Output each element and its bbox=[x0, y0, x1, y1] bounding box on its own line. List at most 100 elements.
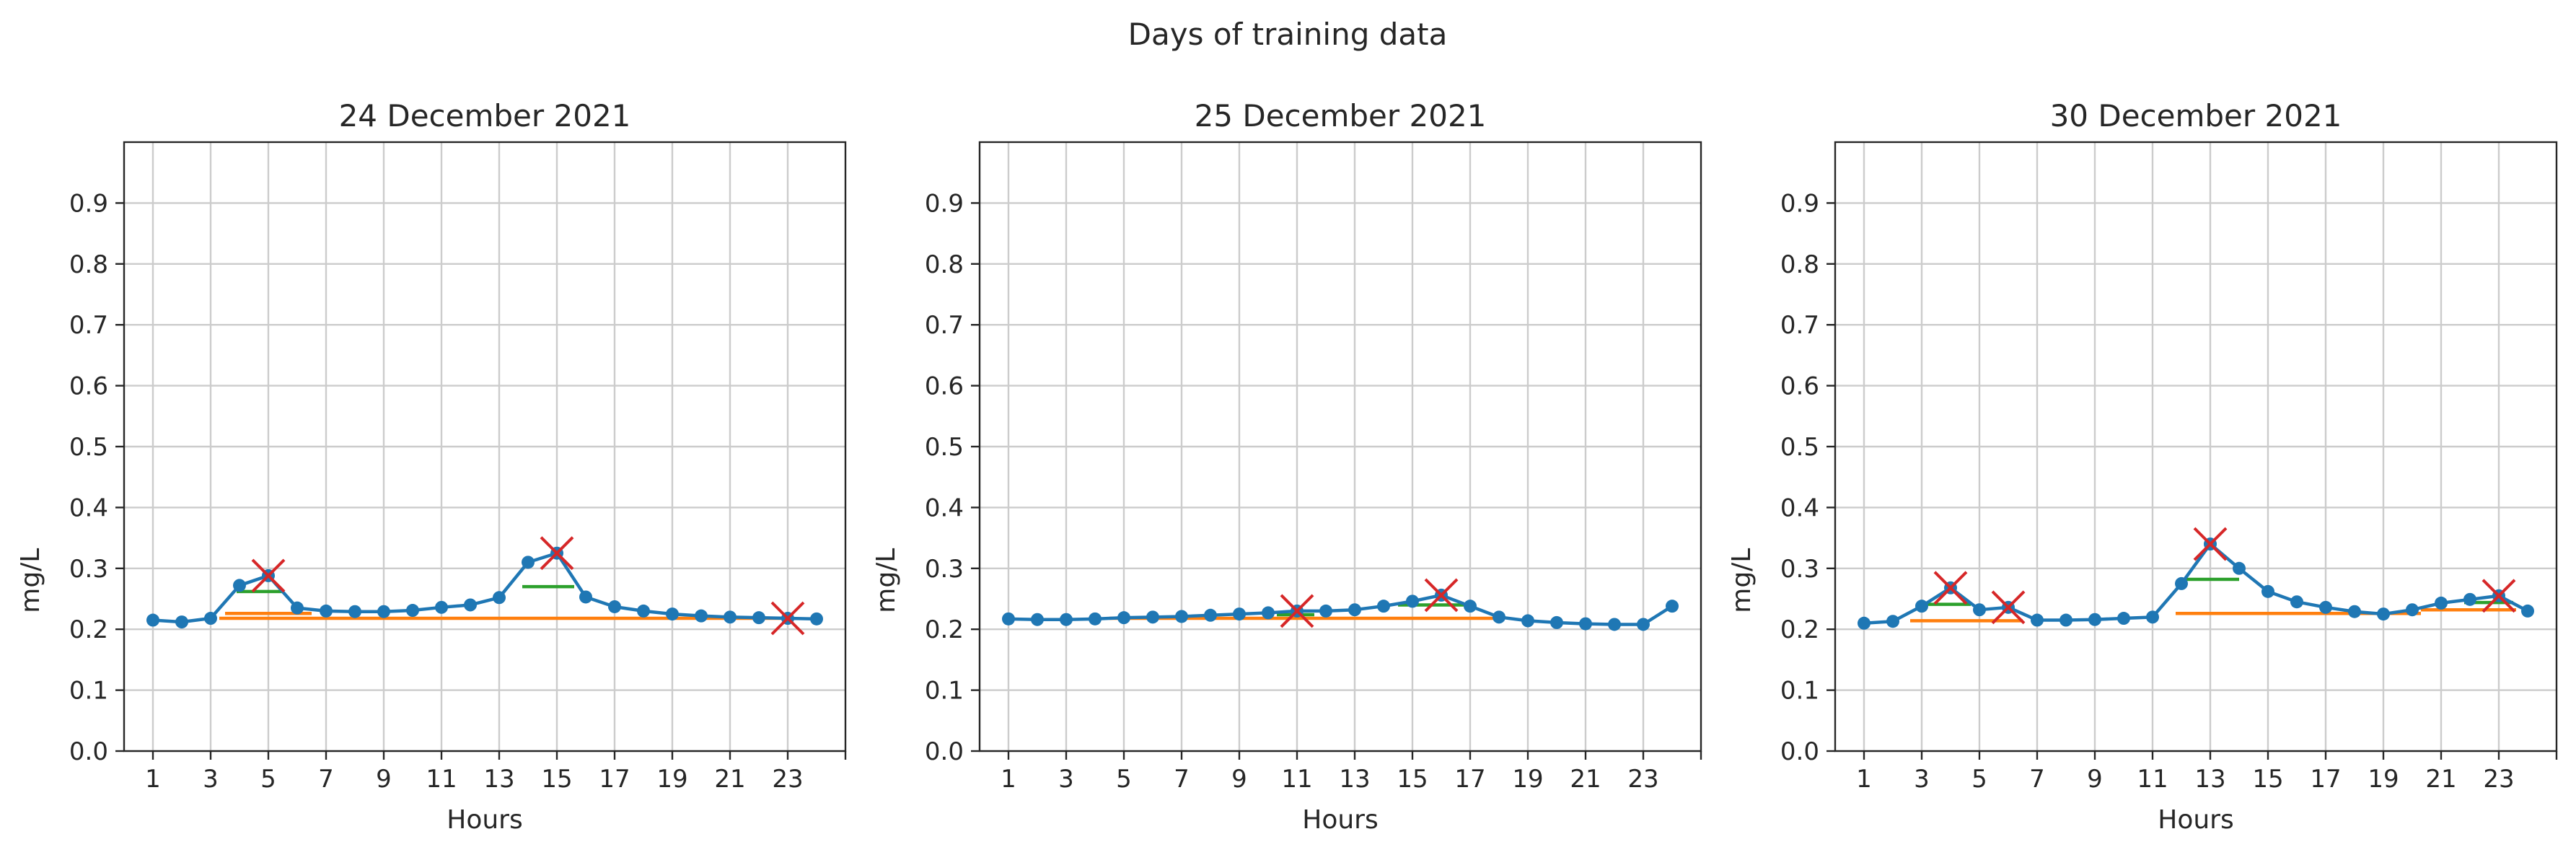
x-tick-label: 9 bbox=[376, 765, 392, 794]
data-point bbox=[2261, 584, 2274, 598]
series-line bbox=[152, 551, 817, 624]
data-point bbox=[666, 607, 679, 621]
y-tick-label: 0.9 bbox=[925, 189, 964, 218]
data-point bbox=[406, 604, 419, 618]
x-tick-label: 5 bbox=[260, 765, 276, 794]
y-tick-label: 0.0 bbox=[925, 737, 964, 766]
x-tick-label: 3 bbox=[1914, 765, 1930, 794]
peak-marker-stroke bbox=[2482, 579, 2516, 613]
data-point bbox=[2060, 613, 2072, 627]
data-point bbox=[435, 600, 448, 614]
x-axis-label: Hours bbox=[1302, 805, 1378, 835]
x-tick-label: 15 bbox=[1397, 765, 1428, 794]
subplot-2: 1 3 5 7 9 11 13 15 17 19 21 230.00.10.20.30.40.50.6… bbox=[871, 98, 1702, 835]
y-tick-label: 0.5 bbox=[925, 433, 964, 462]
data-point bbox=[724, 610, 737, 624]
x-tick-label: 19 bbox=[2368, 765, 2399, 794]
y-tick-label: 0.5 bbox=[69, 433, 108, 462]
x-tick-label: 13 bbox=[1339, 765, 1370, 794]
y-tick-label: 0.7 bbox=[69, 311, 108, 340]
series-line bbox=[1008, 593, 1674, 626]
y-tick-label: 0.2 bbox=[1780, 615, 1819, 644]
y-tick-label: 0.4 bbox=[69, 493, 108, 522]
data-point bbox=[1521, 614, 1534, 628]
data-point bbox=[2319, 600, 2332, 614]
x-tick-label: 7 bbox=[318, 765, 334, 794]
data-point bbox=[2088, 613, 2101, 626]
data-point bbox=[2348, 605, 2361, 618]
y-axis-label: mg/L bbox=[1727, 548, 1757, 613]
subplot-title: 30 December 2021 bbox=[2050, 98, 2342, 133]
data-point bbox=[2146, 610, 2159, 624]
data-point bbox=[1031, 613, 1044, 626]
y-tick-label: 0.1 bbox=[925, 677, 964, 706]
data-point bbox=[2463, 592, 2476, 606]
x-tick-label: 3 bbox=[203, 765, 219, 794]
data-point bbox=[175, 615, 188, 629]
x-tick-label: 17 bbox=[1454, 765, 1485, 794]
data-point bbox=[1233, 607, 1246, 621]
subplot-3: 1 3 5 7 9 11 13 15 17 19 21 230.00.10.20.30.40.50.6… bbox=[1727, 98, 2558, 835]
x-tick-label: 21 bbox=[714, 765, 745, 794]
y-tick-label: 0.4 bbox=[1780, 493, 1819, 522]
y-tick-label: 0.8 bbox=[925, 250, 964, 279]
y-tick-label: 0.0 bbox=[69, 737, 108, 766]
data-point bbox=[1117, 611, 1130, 625]
data-point bbox=[348, 605, 361, 618]
peak-marker-stroke bbox=[1280, 594, 1314, 628]
x-tick-label: 23 bbox=[1627, 765, 1658, 794]
data-point bbox=[1493, 610, 1505, 624]
subplot-1: 1 3 5 7 9 11 13 15 17 19 21 230.00.10.20.30.40.50.6… bbox=[16, 98, 847, 835]
data-point bbox=[1858, 616, 1871, 630]
data-point bbox=[2435, 596, 2448, 610]
y-tick-label: 0.6 bbox=[1780, 372, 1819, 401]
x-tick-label: 19 bbox=[1512, 765, 1543, 794]
y-tick-label: 0.9 bbox=[1780, 189, 1819, 218]
data-point bbox=[1886, 615, 1899, 628]
data-point bbox=[1550, 615, 1563, 629]
data-point bbox=[1464, 600, 1477, 613]
data-point bbox=[1608, 618, 1621, 631]
subplots: 1 3 5 7 9 11 13 15 17 19 21 230.00.10.20.30.40.50.6… bbox=[16, 98, 2558, 835]
x-tick-label: 17 bbox=[2310, 765, 2341, 794]
y-tick-label: 0.8 bbox=[69, 250, 108, 279]
figure-title: Days of training data bbox=[1128, 17, 1448, 52]
x-tick-label: 15 bbox=[2252, 765, 2283, 794]
data-point bbox=[1002, 612, 1015, 626]
data-point bbox=[204, 612, 217, 626]
data-point bbox=[2117, 612, 2130, 626]
x-tick-label: 1 bbox=[145, 765, 161, 794]
peak-marker bbox=[1280, 594, 1314, 628]
x-tick-label: 3 bbox=[1058, 765, 1074, 794]
y-tick-label: 0.2 bbox=[69, 615, 108, 644]
data-point bbox=[1089, 612, 1102, 626]
data-point bbox=[493, 591, 506, 605]
x-tick-label: 21 bbox=[1570, 765, 1601, 794]
peak-marker-stroke bbox=[2193, 527, 2228, 561]
x-tick-label: 7 bbox=[1174, 765, 1190, 794]
peak-marker bbox=[251, 558, 286, 593]
x-tick-label: 9 bbox=[2087, 765, 2103, 794]
subplot-title: 24 December 2021 bbox=[339, 98, 631, 133]
x-tick-label: 11 bbox=[2137, 765, 2168, 794]
y-axis-label: mg/L bbox=[16, 548, 45, 613]
data-point bbox=[579, 590, 592, 604]
data-point bbox=[146, 613, 159, 627]
data-point bbox=[1666, 600, 1679, 613]
x-tick-label: 21 bbox=[2425, 765, 2456, 794]
data-point bbox=[752, 611, 765, 625]
y-tick-label: 0.1 bbox=[1780, 677, 1819, 706]
data-point bbox=[1262, 606, 1275, 620]
x-tick-label: 1 bbox=[1001, 765, 1016, 794]
peak-marker-stroke bbox=[1424, 578, 1459, 613]
peak-marker-stroke bbox=[770, 601, 805, 636]
y-tick-label: 0.3 bbox=[925, 555, 964, 584]
x-axis-label: Hours bbox=[447, 805, 522, 835]
peak-marker bbox=[770, 601, 805, 636]
data-point bbox=[1348, 603, 1361, 617]
x-tick-label: 5 bbox=[1971, 765, 1987, 794]
x-tick-label: 23 bbox=[2483, 765, 2514, 794]
data-point bbox=[1377, 600, 1390, 613]
peak-marker bbox=[1933, 571, 1968, 605]
